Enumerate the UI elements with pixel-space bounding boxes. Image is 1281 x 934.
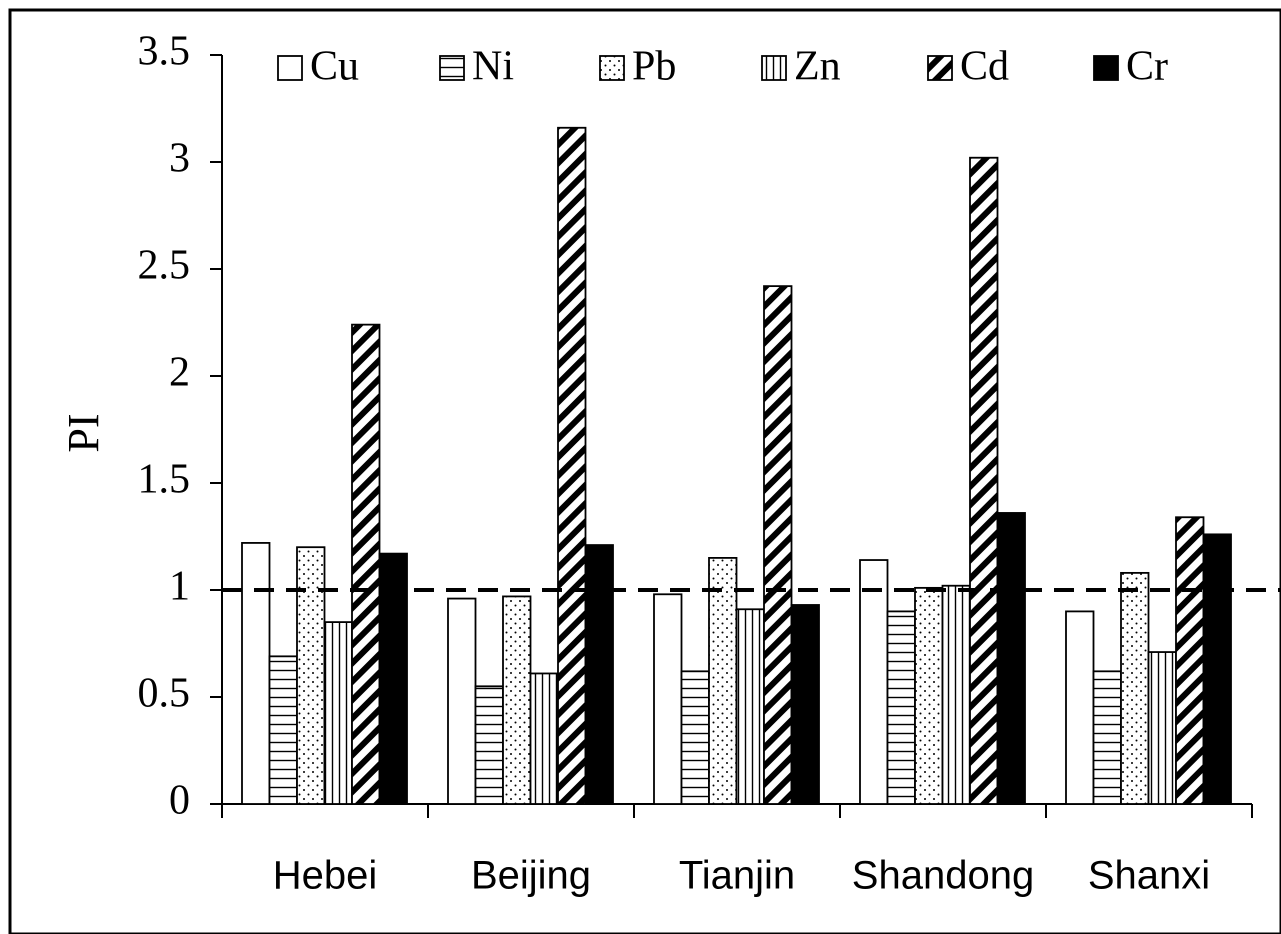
bar-cr-tianjin xyxy=(790,604,820,805)
y-tick-label: 2.5 xyxy=(138,243,191,289)
legend-swatch-cu xyxy=(277,55,303,81)
y-tick-label: 0 xyxy=(169,778,190,824)
x-tick-label: Tianjin xyxy=(679,854,795,898)
x-tick-label: Hebei xyxy=(273,854,378,898)
bar-cr-hebei xyxy=(378,552,408,805)
bar-cu-tianjin xyxy=(653,593,683,805)
bar-pb-shandong xyxy=(914,586,944,805)
x-tick-label: Beijing xyxy=(471,854,591,898)
bar-cu-hebei xyxy=(241,542,271,805)
legend-swatch-pb xyxy=(599,55,625,81)
legend-swatch-ni xyxy=(439,55,465,81)
bar-pb-shanxi xyxy=(1120,571,1150,805)
bar-zn-shanxi xyxy=(1147,651,1177,805)
x-tick-label: Shandong xyxy=(852,854,1034,898)
legend-swatch-zn xyxy=(761,55,787,81)
legend-label-zn: Zn xyxy=(794,44,841,90)
bar-ni-shandong xyxy=(886,610,916,805)
y-tick-label: 2 xyxy=(169,350,190,396)
legend-label-pb: Pb xyxy=(632,44,676,90)
bar-ni-beijing xyxy=(474,685,504,805)
bar-zn-shandong xyxy=(941,584,971,805)
y-axis-label: PI xyxy=(59,413,108,452)
y-tick-label: 3 xyxy=(169,136,190,182)
y-tick-label: 3.5 xyxy=(138,29,191,75)
bar-zn-hebei xyxy=(323,621,353,805)
y-tick-label: 0.5 xyxy=(138,671,191,717)
legend-label-cd: Cd xyxy=(960,44,1009,90)
bar-ni-hebei xyxy=(268,655,298,805)
bar-cd-tianjin xyxy=(763,285,793,805)
bar-pb-hebei xyxy=(296,546,326,805)
legend-label-ni: Ni xyxy=(472,44,514,90)
x-tick-label: Shanxi xyxy=(1088,854,1210,898)
bar-cd-shandong xyxy=(969,156,999,805)
bar-cr-shandong xyxy=(996,512,1026,805)
bar-cr-shanxi xyxy=(1202,533,1232,805)
bar-cu-shandong xyxy=(859,559,889,805)
bar-cd-hebei xyxy=(351,323,381,805)
bar-cd-shanxi xyxy=(1175,516,1205,805)
legend-swatch-cd xyxy=(927,55,953,81)
y-tick-label: 1.5 xyxy=(138,457,191,503)
bar-cu-beijing xyxy=(447,597,477,805)
bar-ni-tianjin xyxy=(680,670,710,805)
bar-cd-beijing xyxy=(557,126,587,805)
bar-pb-beijing xyxy=(502,595,532,805)
bar-zn-beijing xyxy=(529,672,559,805)
bar-zn-tianjin xyxy=(735,608,765,805)
legend-label-cr: Cr xyxy=(1126,44,1168,90)
bars xyxy=(241,126,1232,805)
bar-cu-shanxi xyxy=(1065,610,1095,805)
legend-label-cu: Cu xyxy=(310,44,359,90)
axes: 0 0.5 1 1.5 2 2.5 3 3.5 Hebei Beijing Tianjin Shand… xyxy=(138,29,1253,898)
chart-frame xyxy=(8,8,1281,934)
y-tick-label: 1 xyxy=(169,564,190,610)
bar-pb-tianjin xyxy=(708,557,738,805)
bar-ni-shanxi xyxy=(1092,670,1122,805)
legend-swatch-cr xyxy=(1093,55,1119,81)
legend: Cu Ni Pb Zn Cd Cr xyxy=(277,44,1168,90)
bar-cr-beijing xyxy=(584,544,614,805)
